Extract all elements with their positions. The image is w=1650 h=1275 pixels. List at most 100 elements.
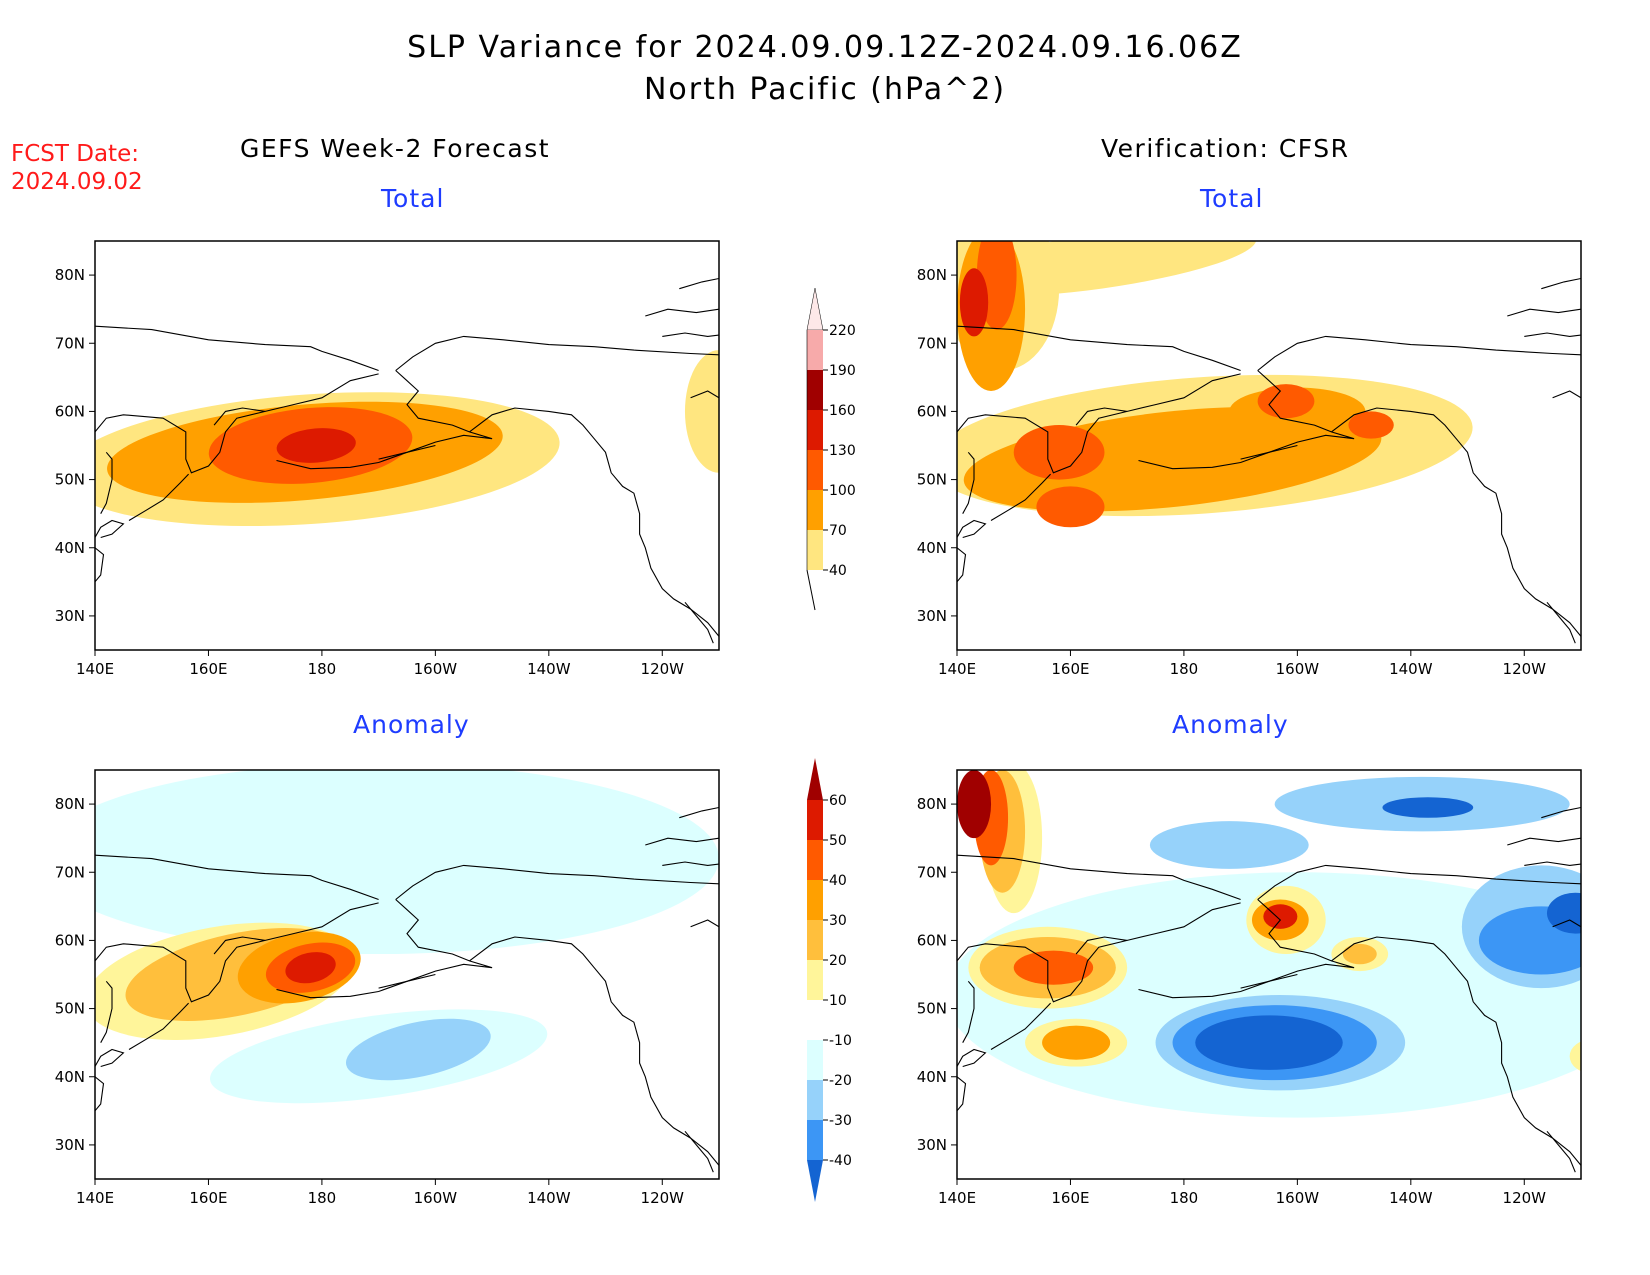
coastline bbox=[662, 332, 719, 337]
contour-region bbox=[1036, 486, 1105, 528]
colorbar-segment bbox=[807, 450, 823, 490]
lat-tick-label: 40N bbox=[917, 1068, 947, 1086]
lon-tick-label: 180 bbox=[308, 1189, 337, 1207]
coastline bbox=[95, 325, 379, 372]
lat-tick-label: 80N bbox=[55, 795, 85, 813]
contour-region bbox=[1263, 904, 1298, 929]
lon-tick-label: 120W bbox=[641, 660, 685, 678]
coastline bbox=[690, 919, 719, 928]
coastline bbox=[1257, 864, 1581, 900]
lon-tick-label: 160E bbox=[189, 660, 227, 678]
colorbar-segment bbox=[807, 1120, 823, 1160]
contour-fill-layer bbox=[95, 350, 719, 527]
colorbar-bottom-arrow bbox=[807, 1160, 823, 1202]
map-frame bbox=[94, 240, 720, 651]
map-frame bbox=[956, 769, 1582, 1180]
colorbar-segment bbox=[807, 410, 823, 450]
contour-region bbox=[1257, 384, 1315, 419]
lat-tick-label: 70N bbox=[55, 334, 85, 352]
coastline bbox=[990, 473, 1051, 521]
colorbar-top-arrow bbox=[807, 758, 823, 800]
coastline bbox=[957, 1048, 987, 1068]
coastline bbox=[1240, 370, 1355, 460]
contour-region bbox=[1149, 821, 1309, 869]
lon-tick-label: 180 bbox=[308, 660, 337, 678]
coastline bbox=[276, 973, 436, 999]
lon-tick-label: 140W bbox=[527, 1189, 571, 1207]
fcst-label: FCST Date: bbox=[11, 141, 139, 167]
coastline bbox=[645, 837, 719, 846]
colorbar-segment bbox=[807, 960, 823, 1000]
coastline bbox=[95, 547, 105, 583]
lon-tick-label: 160W bbox=[414, 1189, 458, 1207]
coastline bbox=[1541, 806, 1581, 819]
coastline bbox=[1507, 308, 1581, 317]
lon-tick-label: 160E bbox=[1051, 660, 1089, 678]
colorbar-segment bbox=[807, 370, 823, 410]
coastline bbox=[684, 1130, 714, 1173]
colorbar-top-arrow bbox=[806, 287, 824, 331]
colorbar-segment bbox=[807, 330, 823, 370]
coastline bbox=[100, 980, 113, 1043]
coastline bbox=[1524, 332, 1581, 337]
coastline bbox=[1546, 1130, 1576, 1173]
lon-tick-label: 140W bbox=[1389, 660, 1433, 678]
colorbar-label: -10 bbox=[829, 1033, 852, 1049]
coastline bbox=[957, 325, 1241, 372]
map-frame bbox=[94, 769, 720, 1180]
colorbar-label: -30 bbox=[829, 1113, 852, 1129]
colorbar-label: 10 bbox=[829, 993, 847, 1009]
contour-region bbox=[1348, 411, 1394, 439]
coastline bbox=[645, 308, 719, 317]
colorbar-label: 60 bbox=[829, 793, 847, 809]
coastline bbox=[1240, 899, 1355, 989]
colorbar-label: 20 bbox=[829, 953, 847, 969]
coastline bbox=[100, 451, 113, 514]
coastline-layer bbox=[957, 277, 1581, 644]
colorbar-segment bbox=[807, 1080, 823, 1120]
map-gefs-anomaly: 80N 70N 60N 50N 40N 30N 140E 160E 180 160W 140W 120… bbox=[55, 769, 720, 1207]
lat-tick-label: 70N bbox=[55, 863, 85, 881]
coastline bbox=[213, 936, 266, 955]
lon-tick-label: 160E bbox=[189, 1189, 227, 1207]
contour-region bbox=[1342, 943, 1377, 965]
colorbar-segment bbox=[807, 530, 823, 570]
coastline bbox=[1331, 407, 1581, 637]
coastline bbox=[679, 277, 719, 290]
lon-tick-label: 140E bbox=[76, 1189, 114, 1207]
colorbar-segment bbox=[807, 840, 823, 880]
contour-region bbox=[957, 770, 992, 839]
fcst-date: 2024.09.02 bbox=[11, 169, 143, 195]
lat-tick-label: 60N bbox=[917, 931, 947, 949]
coastline bbox=[1138, 973, 1298, 999]
colorbar-segment bbox=[807, 880, 823, 920]
colorbar-total: 220 190 160 130 100 70 40 bbox=[806, 287, 856, 611]
coastline bbox=[962, 980, 975, 1043]
coastline bbox=[95, 1048, 125, 1068]
coastline bbox=[1507, 837, 1581, 846]
left-column-title: GEFS Week-2 Forecast bbox=[240, 134, 551, 163]
coastline bbox=[957, 854, 1241, 901]
lat-tick-label: 30N bbox=[55, 607, 85, 625]
lat-tick-label: 70N bbox=[917, 863, 947, 881]
lon-tick-label: 120W bbox=[1503, 1189, 1547, 1207]
colorbar-label: -20 bbox=[829, 1073, 852, 1089]
coastline-layer bbox=[95, 806, 719, 1173]
colorbar-segment bbox=[807, 800, 823, 840]
colorbar-label: -40 bbox=[829, 1153, 852, 1169]
lat-tick-label: 40N bbox=[917, 539, 947, 557]
contour-region bbox=[285, 952, 336, 984]
lat-tick-label: 80N bbox=[55, 266, 85, 284]
coastline-layer bbox=[957, 806, 1581, 1173]
lon-tick-label: 160W bbox=[1276, 1189, 1320, 1207]
fcst-date-block: FCST Date: 2024.09.02 bbox=[11, 140, 143, 196]
lon-tick-label: 140E bbox=[76, 660, 114, 678]
coastline bbox=[684, 601, 714, 644]
lat-tick-label: 80N bbox=[917, 266, 947, 284]
lon-tick-label: 160W bbox=[1276, 660, 1320, 678]
coastline bbox=[990, 1002, 1051, 1050]
colorbar-label: 30 bbox=[829, 913, 847, 929]
lat-tick-label: 50N bbox=[55, 1000, 85, 1018]
right-column-title: Verification: CFSR bbox=[1101, 134, 1350, 163]
colorbar-label: 190 bbox=[829, 363, 856, 379]
